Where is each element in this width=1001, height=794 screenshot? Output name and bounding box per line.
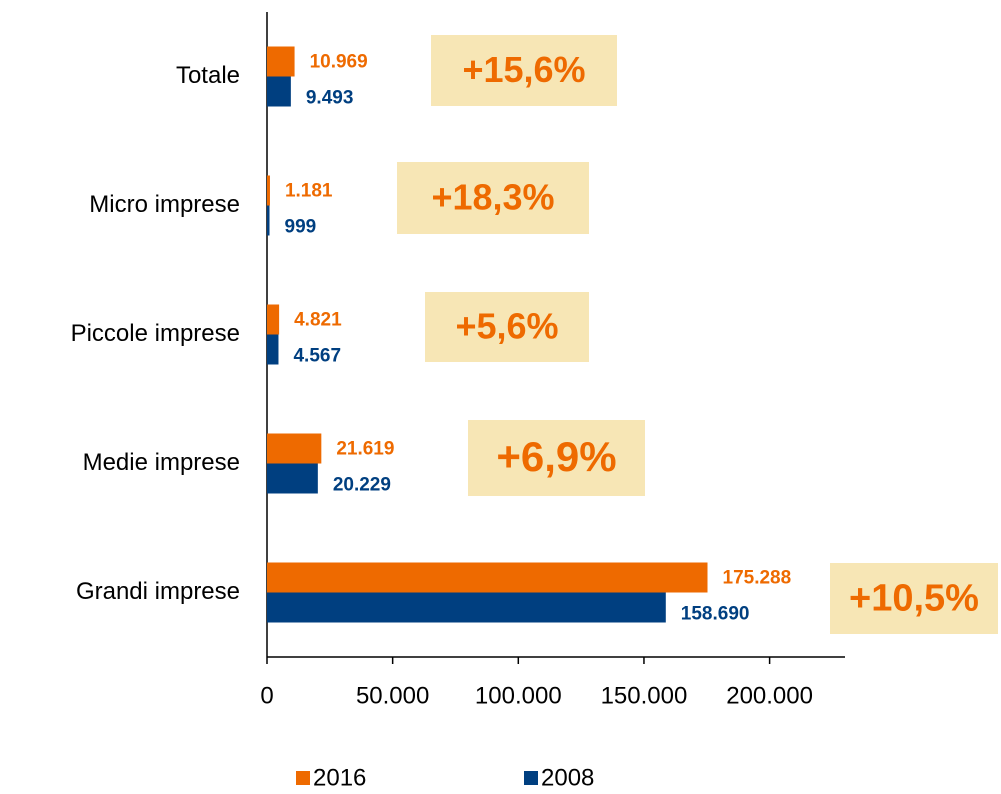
annotation: +10,5% (849, 578, 979, 620)
x-tick-label: 50.000 (356, 682, 429, 709)
y-tick-label: Medie imprese (83, 449, 240, 476)
value-label: 175.288 (723, 568, 792, 589)
legend-label: 2016 (313, 764, 366, 791)
annotation: +18,3% (431, 177, 554, 218)
bar (267, 463, 318, 494)
bar (267, 592, 666, 623)
value-label: 1.181 (285, 181, 333, 202)
value-label: 4.567 (293, 346, 341, 367)
x-tick-label: 0 (260, 682, 273, 709)
x-tick-label: 150.000 (601, 682, 688, 709)
bar (267, 175, 270, 206)
y-tick-label: Piccole imprese (71, 320, 240, 347)
value-label: 10.969 (310, 52, 368, 73)
value-label: 21.619 (336, 439, 394, 460)
y-tick-label: Micro imprese (89, 191, 240, 218)
annotation-box (425, 292, 589, 362)
annotation-box (431, 35, 617, 106)
bar (267, 562, 708, 593)
value-label: 20.229 (333, 475, 391, 496)
legend-swatch (296, 771, 310, 785)
annotation-box (397, 162, 589, 234)
bar (267, 334, 279, 365)
value-label: 999 (285, 217, 317, 238)
bar (267, 304, 280, 335)
x-tick-label: 200.000 (726, 682, 813, 709)
annotation-box (830, 563, 998, 634)
annotation: +15,6% (462, 49, 585, 90)
legend-swatch (524, 771, 538, 785)
bar (267, 46, 295, 77)
annotation-box (468, 420, 645, 496)
value-label: 158.690 (681, 604, 750, 625)
value-label: 9.493 (306, 88, 354, 109)
annotation: +5,6% (455, 306, 558, 347)
bar (267, 205, 270, 236)
x-tick-label: 100.000 (475, 682, 562, 709)
bar (267, 76, 291, 107)
y-tick-label: Totale (176, 62, 240, 89)
bar (267, 433, 322, 464)
legend-label: 2008 (541, 764, 594, 791)
annotation: +6,9% (496, 433, 616, 480)
value-label: 4.821 (294, 310, 342, 331)
y-tick-label: Grandi imprese (76, 578, 240, 605)
